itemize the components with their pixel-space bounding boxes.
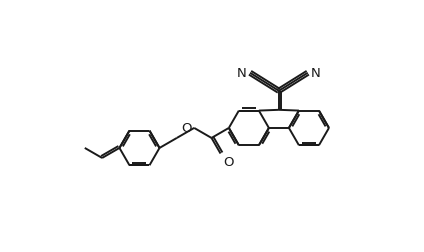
Text: O: O [181,121,192,134]
Text: O: O [223,155,234,168]
Text: N: N [237,67,247,80]
Text: N: N [311,67,321,80]
